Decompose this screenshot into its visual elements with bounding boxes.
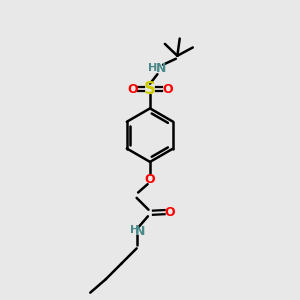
Text: S: S bbox=[144, 80, 156, 98]
Text: N: N bbox=[135, 225, 146, 238]
Text: O: O bbox=[164, 206, 175, 219]
Text: O: O bbox=[128, 82, 138, 96]
Text: H: H bbox=[130, 225, 139, 235]
Text: N: N bbox=[156, 62, 166, 75]
Text: O: O bbox=[145, 172, 155, 186]
Text: O: O bbox=[162, 82, 172, 96]
Text: H: H bbox=[148, 63, 157, 73]
